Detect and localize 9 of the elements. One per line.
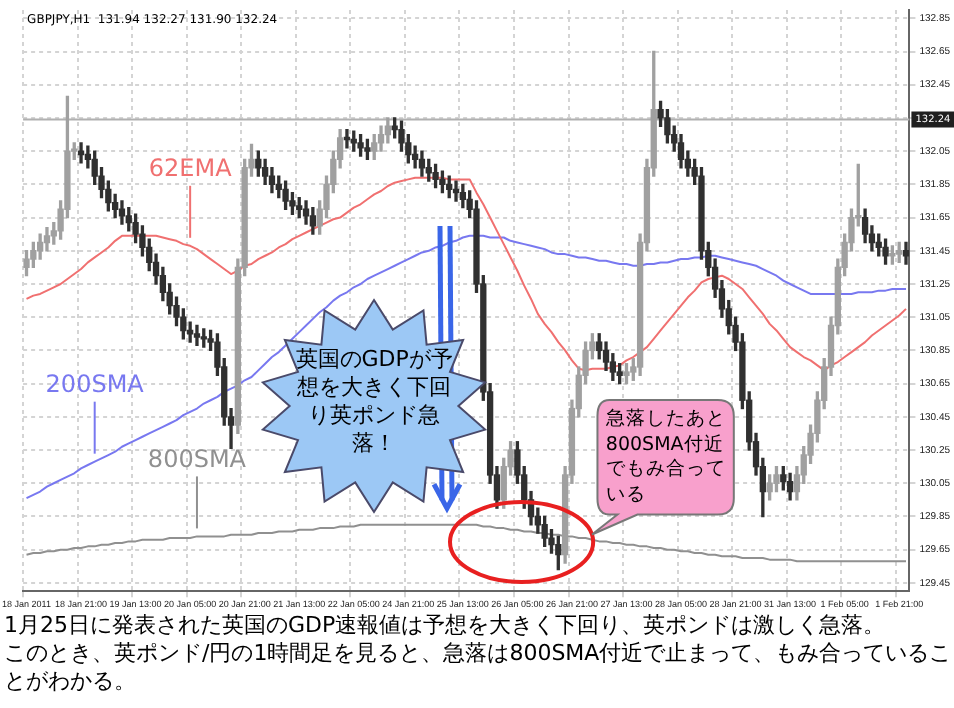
annotation: 英国のGDPが予想を大きく下回り英ポンド急落！ [294, 345, 455, 458]
annotation: 急落したあと800SMA付近でもみ合っている [605, 408, 728, 509]
candlestick [77, 142, 85, 164]
text: このとき、英ポンド/円の1時間足を見ると、急落は800SMA付近で止まって、もみ合っていることがわかる。 [4, 640, 952, 696]
candlestick [193, 324, 201, 347]
text: 62EMA [148, 154, 234, 183]
text: 1月25日に発表された英国のGDP速報値は予想を大きく下回り、英ポンドは激しく急落。 [4, 612, 888, 640]
text: 800SMA [147, 444, 248, 473]
series-label: 200SMA [45, 369, 146, 398]
